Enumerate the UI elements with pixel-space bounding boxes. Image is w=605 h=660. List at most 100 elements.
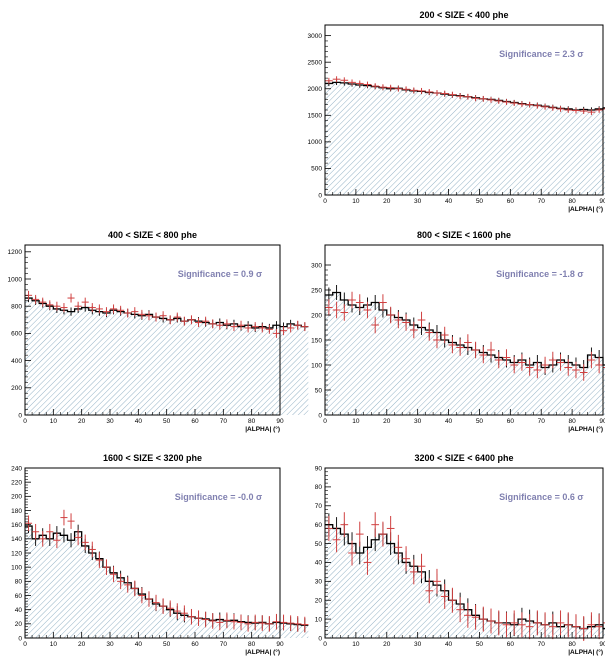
significance-label: Significance = 0.9 σ [178,269,262,279]
x-tick-label: 30 [106,641,114,648]
x-tick-label: 50 [163,641,171,648]
x-tick-label: 50 [476,198,484,205]
significance-label: Significance = 0.6 σ [499,492,583,502]
x-tick-label: 50 [163,418,171,425]
y-tick-label: 160 [11,522,22,529]
y-tick-label: 70 [315,503,323,510]
x-tick-label: 60 [507,198,515,205]
x-tick-label: 90 [599,418,605,425]
y-tick-label: 0 [318,412,322,419]
y-tick-label: 60 [15,593,23,600]
panel-title: 400 < SIZE < 800 phe [108,230,197,240]
y-tick-label: 600 [11,331,22,338]
y-tick-label: 200 [11,494,22,501]
y-tick-label: 250 [311,287,322,294]
y-tick-label: 80 [15,579,23,586]
x-tick-label: 30 [414,418,422,425]
hatched-area [325,292,605,415]
y-tick-label: 400 [11,358,22,365]
y-tick-label: 200 [311,312,322,319]
panel-title: 3200 < SIZE < 6400 phe [414,453,513,463]
y-tick-label: 20 [15,621,23,628]
y-tick-label: 100 [311,362,322,369]
y-tick-label: 200 [11,385,22,392]
x-tick-label: 60 [507,418,515,425]
y-tick-label: 1000 [8,276,23,283]
x-tick-label: 30 [414,641,422,648]
x-tick-label: 10 [50,418,58,425]
y-tick-label: 40 [315,560,323,567]
x-tick-label: 60 [507,641,515,648]
panel-4: 3200 < SIZE < 6400 phe 0 10 20 30 40 50 60 70 80 9… [315,453,605,656]
y-tick-label: 180 [11,508,22,515]
y-tick-label: 500 [311,166,322,173]
x-tick-label: 80 [568,641,576,648]
significance-label: Significance = -1.8 σ [496,269,583,279]
x-tick-label: 10 [352,198,360,205]
panel-title: 200 < SIZE < 400 phe [419,10,508,20]
x-tick-label: 0 [323,641,327,648]
panel-1: 400 < SIZE < 800 phe 0 200 400 600 800 1000 120… [8,230,309,433]
y-tick-label: 40 [15,607,23,614]
hatched-area [25,526,309,638]
panel-title: 800 < SIZE < 1600 phe [417,230,511,240]
panel-0: 200 < SIZE < 400 phe05001000150020002500… [308,10,605,213]
x-tick-label: 60 [191,418,199,425]
x-tick-label: 70 [220,641,228,648]
x-tick-label: 40 [135,418,143,425]
x-tick-label: 50 [476,418,484,425]
x-axis-label: |ALPHA| (°) [568,648,603,656]
y-tick-label: 120 [11,550,22,557]
y-tick-label: 1200 [8,249,23,256]
x-tick-label: 70 [538,198,546,205]
x-tick-label: 20 [78,418,86,425]
y-tick-label: 2500 [308,59,323,66]
y-tick-label: 60 [315,522,323,529]
x-tick-label: 20 [383,418,391,425]
y-tick-label: 3000 [308,33,323,40]
y-tick-label: 50 [315,541,323,548]
y-tick-label: 0 [318,635,322,642]
panel-2: 800 < SIZE < 1600 phe 0 50 100 150 200 250 300 0… [311,230,605,433]
x-tick-label: 90 [276,418,284,425]
significance-label: Significance = 2.3 σ [499,49,583,59]
x-tick-label: 70 [538,418,546,425]
y-tick-label: 1500 [308,113,323,120]
x-tick-label: 70 [538,641,546,648]
x-tick-label: 40 [135,641,143,648]
x-tick-label: 0 [23,418,27,425]
x-tick-label: 10 [352,641,360,648]
y-tick-label: 80 [315,484,323,491]
x-axis-label: |ALPHA| (°) [568,205,603,213]
hatched-area [325,82,605,195]
y-tick-label: 90 [315,465,323,472]
y-tick-label: 50 [315,387,323,394]
black-histogram [325,291,605,369]
y-tick-label: 140 [11,536,22,543]
x-tick-label: 70 [220,418,228,425]
x-tick-label: 80 [568,418,576,425]
x-tick-label: 30 [414,198,422,205]
x-tick-label: 80 [248,641,256,648]
x-tick-label: 0 [23,641,27,648]
x-tick-label: 90 [599,641,605,648]
y-tick-label: 800 [11,304,22,311]
x-tick-label: 60 [191,641,199,648]
x-axis-label: |ALPHA| (°) [245,648,280,656]
x-tick-label: 50 [476,641,484,648]
panel-3: 1600 < SIZE < 3200 phe 0 20 40 60 80 100 120 140… [11,453,309,656]
x-tick-label: 10 [352,418,360,425]
x-tick-label: 40 [445,418,453,425]
x-tick-label: 80 [568,198,576,205]
x-tick-label: 30 [106,418,114,425]
panel-title: 1600 < SIZE < 3200 phe [103,453,202,463]
x-tick-label: 20 [383,641,391,648]
y-tick-label: 220 [11,479,22,486]
y-tick-label: 10 [315,616,323,623]
x-tick-label: 40 [445,198,453,205]
x-axis-label: |ALPHA| (°) [245,425,280,433]
x-tick-label: 90 [276,641,284,648]
y-tick-label: 0 [318,192,322,199]
y-tick-label: 0 [18,635,22,642]
y-tick-label: 100 [11,564,22,571]
